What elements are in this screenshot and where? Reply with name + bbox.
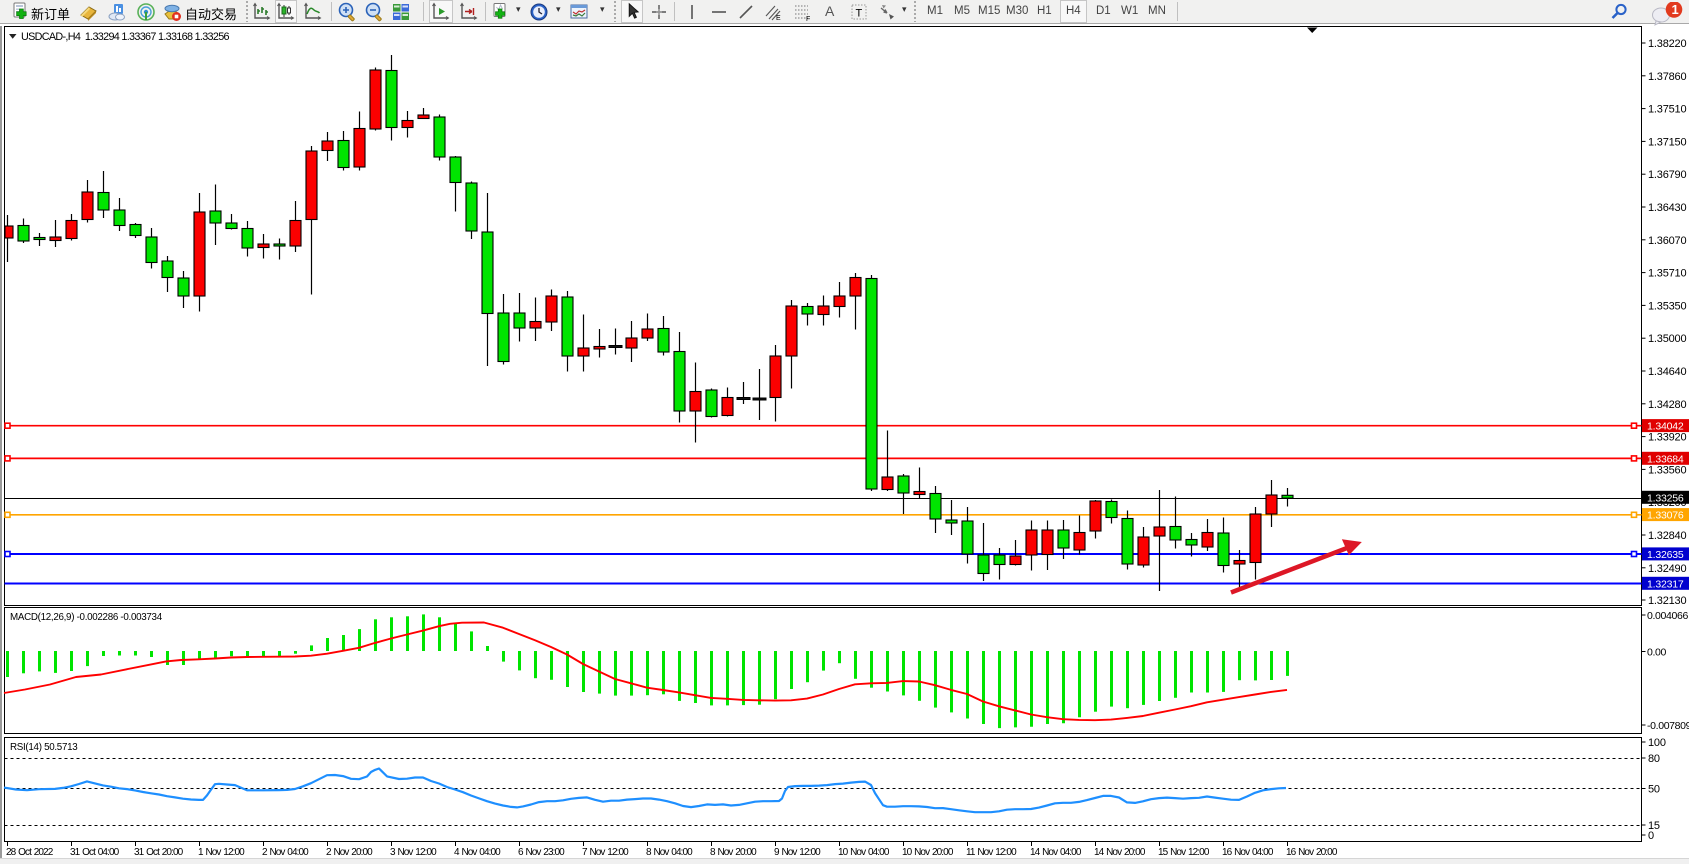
svg-text:50: 50 — [1648, 784, 1660, 796]
svg-text:6 Nov 23:00: 6 Nov 23:00 — [518, 847, 565, 858]
svg-text:1.33076: 1.33076 — [1647, 510, 1684, 522]
svg-text:1.38220: 1.38220 — [1648, 38, 1686, 50]
svg-text:14 Nov 20:00: 14 Nov 20:00 — [1094, 847, 1146, 858]
svg-text:1.33560: 1.33560 — [1648, 464, 1686, 476]
svg-text:4 Nov 04:00: 4 Nov 04:00 — [454, 847, 501, 858]
svg-text:1.36790: 1.36790 — [1648, 169, 1686, 181]
svg-text:28 Oct 2022: 28 Oct 2022 — [6, 847, 54, 858]
svg-text:1.37860: 1.37860 — [1648, 71, 1686, 83]
svg-text:1.33920: 1.33920 — [1648, 432, 1686, 444]
svg-text:1.35710: 1.35710 — [1648, 268, 1686, 280]
svg-text:7 Nov 12:00: 7 Nov 12:00 — [582, 847, 629, 858]
svg-text:10 Nov 20:00: 10 Nov 20:00 — [902, 847, 954, 858]
svg-text:0.00: 0.00 — [1647, 647, 1667, 659]
svg-text:1.32840: 1.32840 — [1648, 530, 1686, 542]
svg-text:2 Nov 04:00: 2 Nov 04:00 — [262, 847, 309, 858]
svg-text:1.35350: 1.35350 — [1648, 300, 1686, 312]
svg-text:1.35000: 1.35000 — [1648, 333, 1686, 345]
svg-text:1.34640: 1.34640 — [1648, 366, 1686, 378]
svg-text:0: 0 — [1648, 830, 1654, 842]
svg-text:1.37150: 1.37150 — [1648, 136, 1686, 148]
svg-text:1.32317: 1.32317 — [1647, 578, 1684, 590]
svg-text:1.32490: 1.32490 — [1648, 563, 1686, 575]
svg-text:100: 100 — [1648, 737, 1666, 749]
svg-text:15: 15 — [1648, 820, 1660, 832]
svg-text:80: 80 — [1648, 753, 1660, 765]
svg-text:-0.007809: -0.007809 — [1647, 720, 1689, 732]
svg-text:1.33684: 1.33684 — [1647, 453, 1684, 465]
svg-text:8 Nov 20:00: 8 Nov 20:00 — [710, 847, 757, 858]
svg-text:1: 1 — [1672, 2, 1679, 17]
svg-text:1.36430: 1.36430 — [1648, 202, 1686, 214]
svg-text:2 Nov 20:00: 2 Nov 20:00 — [326, 847, 373, 858]
svg-text:10 Nov 04:00: 10 Nov 04:00 — [838, 847, 890, 858]
svg-text:1.32635: 1.32635 — [1647, 549, 1684, 561]
svg-text:14 Nov 04:00: 14 Nov 04:00 — [1030, 847, 1082, 858]
svg-text:1.34042: 1.34042 — [1647, 421, 1684, 433]
svg-text:1.36070: 1.36070 — [1648, 235, 1686, 247]
svg-text:F: F — [806, 16, 810, 22]
svg-text:E: E — [776, 15, 781, 22]
svg-text:15 Nov 12:00: 15 Nov 12:00 — [1158, 847, 1210, 858]
svg-text:1.33256: 1.33256 — [1647, 492, 1684, 504]
svg-text:8 Nov 04:00: 8 Nov 04:00 — [646, 847, 693, 858]
svg-text:31 Oct 20:00: 31 Oct 20:00 — [134, 847, 184, 858]
svg-text:T: T — [856, 8, 863, 20]
svg-text:16 Nov 20:00: 16 Nov 20:00 — [1286, 847, 1338, 858]
svg-text:31 Oct 04:00: 31 Oct 04:00 — [70, 847, 120, 858]
svg-text:MACD(12,26,9) -0.002286 -0.003: MACD(12,26,9) -0.002286 -0.003734 — [10, 612, 163, 623]
svg-text:RSI(14) 50.5713: RSI(14) 50.5713 — [10, 742, 78, 753]
svg-text:1 Nov 12:00: 1 Nov 12:00 — [198, 847, 245, 858]
svg-text:1.32130: 1.32130 — [1648, 595, 1686, 607]
svg-text:1.37510: 1.37510 — [1648, 104, 1686, 116]
svg-text:USDCAD-,H4 1.33294 1.33367 1.: USDCAD-,H4 1.33294 1.33367 1.33168 1.332… — [21, 31, 230, 43]
svg-text:11 Nov 12:00: 11 Nov 12:00 — [966, 847, 1017, 858]
svg-text:3 Nov 12:00: 3 Nov 12:00 — [390, 847, 437, 858]
svg-text:1.34280: 1.34280 — [1648, 399, 1686, 411]
svg-text:16 Nov 04:00: 16 Nov 04:00 — [1222, 847, 1274, 858]
svg-text:9 Nov 12:00: 9 Nov 12:00 — [774, 847, 821, 858]
svg-text:0.004066: 0.004066 — [1647, 610, 1689, 622]
